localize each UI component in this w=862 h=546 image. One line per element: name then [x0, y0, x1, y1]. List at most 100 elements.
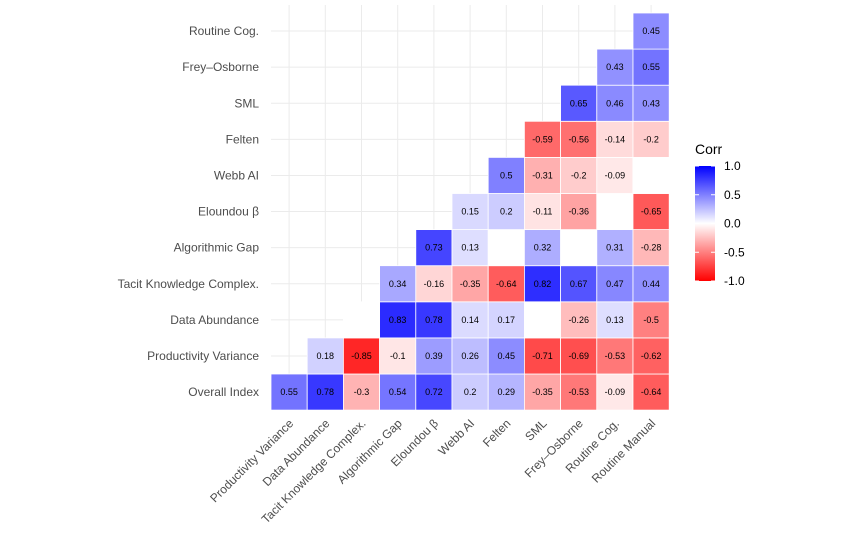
y-tick-label: SML: [234, 96, 259, 110]
cell-value-label: 0.5: [500, 170, 513, 180]
cell-value-label: 0.13: [606, 315, 624, 325]
legend-ticks: 1.0 0.5 0.0 -0.5 -1.0: [695, 159, 745, 288]
legend-title: Corr: [695, 141, 723, 157]
heatmap-cell: [487, 193, 525, 230]
cell-value-label: 0.2: [500, 207, 513, 217]
cell-value-label: 0.54: [389, 387, 407, 397]
cell-value-label: 0.73: [425, 243, 443, 253]
cell-value-label: 0.47: [606, 279, 624, 289]
heatmap-cell: [560, 265, 598, 303]
heatmap-cell: [379, 301, 417, 339]
y-tick-label: Data Abundance: [170, 313, 259, 327]
cell-value-label: 0.45: [642, 26, 660, 36]
cell-value-label: 0.65: [570, 98, 588, 108]
cell-value-label: 0.34: [389, 279, 407, 289]
heatmap-cell: [596, 373, 634, 411]
cell-value-label: -0.53: [605, 351, 626, 361]
heatmap-cell: [560, 84, 598, 122]
heatmap-cell: [560, 301, 598, 339]
heatmap-cell: [632, 265, 670, 303]
heatmap-cell: [596, 301, 634, 339]
heatmap-cell: [596, 48, 634, 86]
heatmap-cell: [451, 301, 489, 339]
cell-value-label: -0.53: [568, 387, 589, 397]
cell-value-label: 0.44: [642, 279, 660, 289]
heatmap-cell: [524, 156, 562, 194]
cell-value-label: -0.2: [643, 134, 659, 144]
y-tick-label: Routine Cog.: [189, 24, 259, 38]
cell-value-label: 0.72: [425, 387, 443, 397]
cell-value-label: 0.78: [317, 387, 335, 397]
y-tick-label: Tacit Knowledge Complex.: [118, 277, 259, 291]
heatmap-cell: [632, 301, 670, 339]
cell-value-label: -0.56: [568, 134, 589, 144]
cell-value-label: 0.82: [534, 279, 552, 289]
cell-value-label: -0.1: [390, 351, 406, 361]
x-tick-label: Felten: [480, 416, 513, 449]
cell-value-label: -0.16: [424, 279, 445, 289]
cell-value-label: 0.43: [606, 62, 624, 72]
heatmap-cell: [524, 229, 562, 267]
cell-value-label: -0.09: [605, 387, 626, 397]
y-tick-label: Frey–Osborne: [182, 60, 259, 74]
legend-colorbar: [695, 166, 715, 281]
legend-tick-label: 0.5: [724, 188, 741, 202]
heatmap-cell: [524, 337, 562, 375]
heatmap-cell: [632, 193, 670, 230]
heatmap-cell: [632, 156, 670, 194]
heatmap-cell: [560, 193, 598, 230]
x-tick-label: SML: [522, 416, 550, 444]
cell-value-label: -0.64: [641, 387, 662, 397]
cell-value-label: 0.15: [461, 207, 479, 217]
cell-value-label: 0.55: [280, 387, 298, 397]
y-tick-label: Felten: [226, 132, 259, 146]
legend-tick-label: -1.0: [724, 274, 745, 288]
heatmap-cell: [524, 120, 562, 158]
heatmap-cell: [596, 156, 634, 194]
heatmap-cell: [596, 120, 634, 158]
cell-value-label: 0.26: [461, 351, 479, 361]
heatmap-cell: [379, 337, 417, 375]
y-tick-label: Webb AI: [214, 168, 259, 182]
heatmap-cell: [524, 301, 562, 339]
cell-value-label: 0.29: [498, 387, 516, 397]
heatmap-cell: [379, 373, 417, 411]
cell-value-label: 0.46: [606, 98, 624, 108]
heatmap-cell: [632, 12, 670, 50]
cell-value-label: 0.13: [461, 243, 479, 253]
heatmap-cell: [451, 373, 489, 411]
x-tick-label: Routine Manual: [589, 416, 658, 485]
x-tick-label: Algorithmic Gap: [335, 416, 405, 486]
heatmap-cell: [270, 373, 308, 411]
cell-value-label: 0.18: [317, 351, 335, 361]
cell-value-label: -0.85: [351, 351, 372, 361]
cell-value-label: 0.43: [642, 98, 660, 108]
cell-value-label: -0.5: [643, 315, 659, 325]
legend-tick-label: 0.0: [724, 217, 741, 231]
cell-value-label: 0.2: [464, 387, 477, 397]
heatmap-cell: [415, 337, 453, 375]
cell-value-label: -0.14: [605, 134, 626, 144]
heatmap-cell: [415, 265, 453, 303]
cell-value-label: 0.31: [606, 243, 624, 253]
cell-value-label: -0.35: [532, 387, 553, 397]
y-tick-label: Eloundou β: [198, 205, 259, 219]
heatmap-cell: [487, 373, 525, 411]
heatmap-cell: [560, 229, 598, 267]
cell-value-label: -0.62: [641, 351, 662, 361]
cell-value-label: -0.26: [568, 315, 589, 325]
cell-value-label: -0.35: [460, 279, 481, 289]
heatmap-cell: [596, 229, 634, 267]
cell-value-label: -0.3: [354, 387, 370, 397]
heatmap-cell: [560, 156, 598, 194]
cell-value-label: 0.32: [534, 243, 552, 253]
heatmap-cell: [596, 265, 634, 303]
cell-value-label: -0.71: [532, 351, 553, 361]
cell-value-label: 0.14: [461, 315, 479, 325]
cell-value-label: -0.36: [568, 207, 589, 217]
cell-value-label: -0.09: [605, 170, 626, 180]
heatmap-cell: [342, 301, 380, 339]
heatmap-cell: [379, 265, 417, 303]
